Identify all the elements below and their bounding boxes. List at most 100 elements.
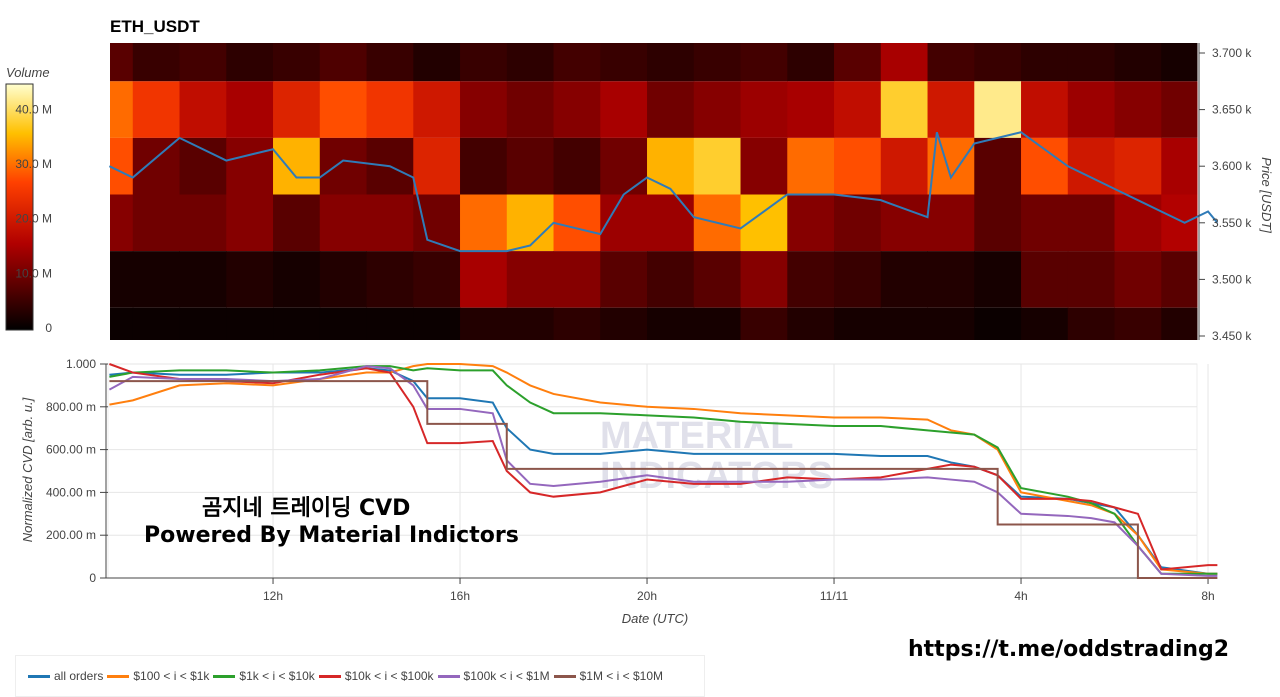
heatmap-cell [506, 81, 555, 138]
heatmap-cell [740, 251, 788, 308]
legend-item[interactable]: $1M < i < $10M [553, 669, 663, 683]
heatmap-cell [974, 251, 1022, 308]
x-tick-label: 12h [263, 589, 283, 603]
heatmap-cell [834, 81, 882, 138]
heatmap-cell [1021, 251, 1069, 308]
heatmap-cell [880, 81, 929, 138]
heatmap-cell [1021, 307, 1069, 340]
heatmap-cell [1161, 194, 1198, 252]
chart-title: ETH_USDT [110, 17, 200, 36]
heatmap-cell [693, 137, 742, 195]
heatmap-cell [413, 251, 461, 308]
heatmap-cell [506, 137, 555, 195]
heatmap-cell [273, 137, 321, 195]
heatmap-cell [600, 137, 648, 195]
heatmap-cell [974, 194, 1022, 252]
heatmap-cell [1161, 43, 1198, 82]
x-axis-label: Date (UTC) [622, 611, 688, 626]
heatmap-cell [647, 43, 695, 82]
y-tick-label: 1.000 [66, 357, 96, 371]
colorbar-tick-label: 10.0 M [15, 266, 52, 280]
heatmap-cell [413, 43, 461, 82]
heatmap-cell [366, 251, 414, 308]
heatmap-cell [460, 81, 508, 138]
heatmap-cell [413, 81, 461, 138]
cvd-series-line [108, 365, 1218, 577]
heatmap-cell [880, 137, 929, 195]
legend-swatch [28, 675, 50, 679]
cvd-series-line [109, 380, 1218, 579]
heatmap-cell [506, 307, 555, 340]
x-tick-label: 16h [450, 589, 470, 603]
heatmap-cell [600, 194, 648, 252]
y-tick-label: 800.00 m [46, 400, 96, 414]
x-tick-label: 4h [1014, 589, 1027, 603]
legend-item[interactable]: $100k < i < $1M [437, 669, 550, 683]
colorbar [5, 83, 34, 331]
heatmap-cell [319, 81, 368, 138]
y-tick-label: 0 [89, 571, 96, 585]
heatmap-cell [600, 251, 648, 308]
heatmap-cell [506, 194, 555, 252]
heatmap-cell [974, 307, 1022, 340]
price-line [108, 131, 1219, 253]
heatmap-cell [413, 137, 461, 195]
heatmap-cell [974, 43, 1022, 82]
legend-item[interactable]: $1k < i < $10k [213, 669, 315, 683]
colorbar-tick-label: 40.0 M [15, 102, 52, 116]
heatmap-cell [693, 81, 742, 138]
heatmap-cell [927, 194, 975, 252]
heatmap-cell [787, 81, 835, 138]
heatmap-cell [787, 251, 835, 308]
legend-item[interactable]: $10k < i < $100k [318, 669, 434, 683]
heatmap-cell [132, 251, 181, 308]
heatmap-cell [1067, 194, 1116, 252]
cvd-series-line [109, 363, 1218, 571]
heatmap-cell [553, 81, 601, 138]
colorbar-tick-label: 0 [45, 321, 52, 335]
price-tick-label: 3.550 k [1212, 216, 1252, 230]
legend-item[interactable]: $100 < i < $1k [107, 669, 209, 683]
heatmap-cell [273, 251, 321, 308]
telegram-link[interactable]: https://t.me/oddstrading2 [908, 637, 1230, 662]
heatmap-cell [1114, 137, 1162, 195]
heatmap-cell [1114, 194, 1162, 252]
x-tick-label: 20h [637, 589, 657, 603]
colorbar-tick-label: 20.0 M [15, 212, 52, 226]
heatmap-cell [834, 43, 882, 82]
heatmap-cell [179, 194, 227, 252]
heatmap-cell [319, 137, 368, 195]
heatmap-cell [110, 43, 134, 82]
price-axis-label: Price [USDT] [1259, 157, 1274, 233]
heatmap-cell [273, 81, 321, 138]
heatmap-cell [110, 251, 134, 308]
heatmap-cell [179, 251, 227, 308]
heatmap-cell [927, 43, 975, 82]
heatmap-cell [647, 81, 695, 138]
heatmap-cell [927, 81, 975, 138]
heatmap-cell [880, 43, 929, 82]
cvd-axis-label: Normalized CVD [arb. u.] [20, 397, 35, 542]
heatmap-cell [1067, 81, 1116, 138]
legend-item[interactable]: all orders [28, 669, 103, 683]
heatmap-cell [787, 137, 835, 195]
heatmap-cell [110, 81, 134, 138]
heatmap-cell [319, 307, 368, 340]
heatmap-cell [366, 307, 414, 340]
heatmap-cell [132, 194, 181, 252]
heatmap-cell [273, 194, 321, 252]
heatmap-cell [226, 307, 274, 340]
heatmap-cell [647, 307, 695, 340]
y-tick-label: 200.00 m [46, 528, 96, 542]
heatmap-cell [366, 194, 414, 252]
heatmap-cell [506, 251, 555, 308]
heatmap-cell [787, 307, 835, 340]
heatmap-cell [132, 43, 181, 82]
x-tick-label: 8h [1201, 589, 1214, 603]
heatmap-cell [460, 194, 508, 252]
legend-label: $100k < i < $1M [463, 669, 550, 683]
heatmap-cell [834, 307, 882, 340]
heatmap-cell [647, 194, 695, 252]
heatmap-cell [132, 307, 181, 340]
heatmap-cell [600, 43, 648, 82]
